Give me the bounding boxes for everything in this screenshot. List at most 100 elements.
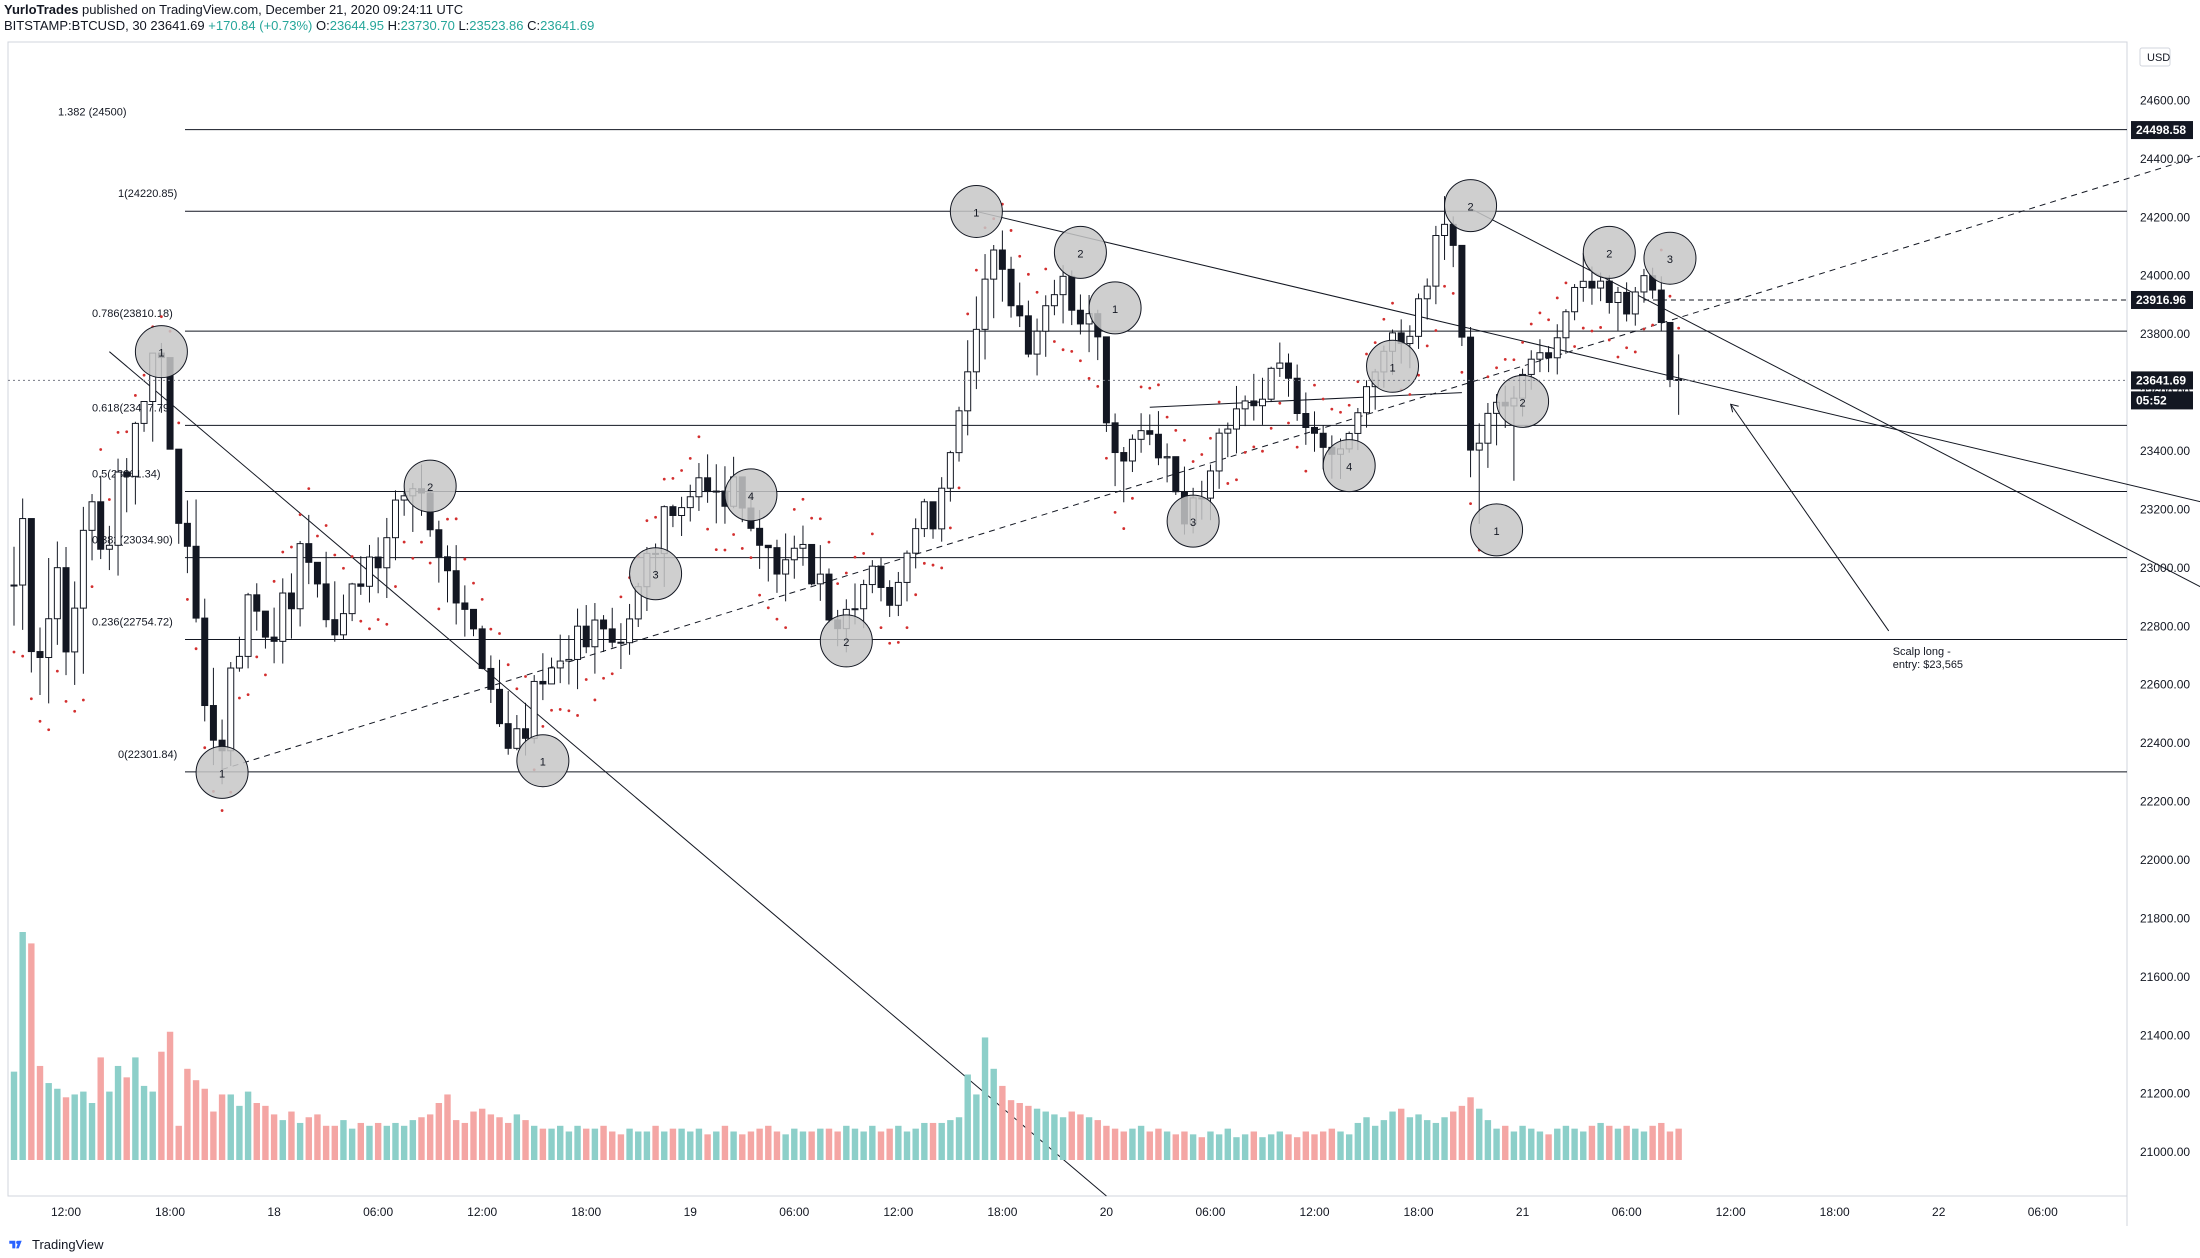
price-axis[interactable]: 21000.00 21200.00 21400.00 21600.00 21800.00… (2140, 93, 2190, 1159)
time-axis[interactable]: 12:00 18:00 18 06:00 12:00 18:00 19 06:00 12:00 1… (51, 1205, 2058, 1219)
psar-dot (966, 312, 970, 316)
volume-bar (678, 1128, 685, 1160)
psar-dot (1555, 296, 1559, 300)
tradingview-footer[interactable]: TradingView (8, 1237, 104, 1252)
volume-bar (1059, 1117, 1067, 1160)
volume-bar (1580, 1131, 1587, 1160)
volume-bar (756, 1128, 763, 1160)
volume-bar (548, 1128, 555, 1160)
candle (270, 607, 278, 664)
elliott-wave-markers[interactable]: 1 1 2 1 3 4 2 1 2 1 3 4 1 2 1 2 2 3 (134, 179, 1697, 799)
candle (339, 594, 347, 640)
candle (582, 605, 590, 654)
candle (894, 571, 902, 617)
volume-bar (62, 1097, 70, 1160)
candle (313, 561, 321, 598)
candle (912, 518, 920, 569)
psar-dot (480, 597, 484, 601)
wave-circle (1322, 439, 1376, 493)
price-tick-label: 22600.00 (2140, 678, 2190, 692)
psar-dot (1668, 294, 1672, 298)
scalp-annotation[interactable]: Scalp long -entry: $23,565 (1729, 403, 1963, 671)
psar-dot (1590, 329, 1594, 333)
psar-dot (1096, 384, 1100, 388)
psar-dot (758, 593, 762, 597)
psar-dot (1113, 511, 1117, 514)
wave-circle (1582, 225, 1636, 279)
candle (764, 544, 772, 582)
candle (1475, 423, 1483, 524)
currency-box[interactable] (2139, 47, 2171, 67)
candle (548, 657, 556, 685)
volume-bar (1007, 1100, 1015, 1160)
volume-bar (990, 1068, 997, 1160)
psar-dot (792, 507, 796, 511)
candle (1423, 278, 1431, 320)
psar-dot (1009, 229, 1013, 232)
wave-circle (516, 734, 570, 788)
volume-bar (877, 1131, 885, 1160)
psar-dot (342, 566, 345, 570)
candle (1128, 434, 1136, 473)
psar-dot (290, 545, 293, 549)
volume-bar (1588, 1125, 1596, 1160)
volume-bar (903, 1131, 911, 1160)
candle (1614, 286, 1622, 331)
fib-level-label: 0.236(22754.72) (92, 617, 173, 629)
volume-bars (10, 932, 1682, 1160)
psar-dot (1443, 284, 1446, 288)
volume-bar (1415, 1114, 1422, 1160)
volume-bar (374, 1122, 382, 1160)
psar-dot (1625, 346, 1629, 350)
volume-bar (912, 1128, 919, 1160)
psar-dot (1165, 415, 1169, 419)
price-tick-label: 22000.00 (2140, 853, 2190, 867)
candle (1605, 275, 1613, 314)
volume-bar (236, 1105, 243, 1160)
candle (877, 558, 885, 602)
psar-dot (671, 476, 675, 480)
price-axis-labels[interactable]: 24498.58 23916.96 23641.69 05:52 (2131, 121, 2193, 410)
psar-dot (940, 566, 944, 570)
volume-bar (1354, 1122, 1362, 1160)
psar-dot (376, 618, 380, 621)
psar-dot (879, 626, 883, 630)
volume-bar (1241, 1134, 1249, 1160)
psar-dot (264, 673, 267, 677)
volume-bar (357, 1122, 364, 1160)
volume-bar (97, 1057, 104, 1160)
psar-dot (324, 524, 328, 527)
published-text: published on TradingView.com, December 2… (82, 2, 464, 17)
volume-bar (1493, 1128, 1500, 1160)
candle (461, 585, 469, 637)
psar-dot (133, 394, 137, 397)
price-tick-label: 23200.00 (2140, 502, 2190, 516)
candle (539, 653, 547, 701)
volume-bar (626, 1128, 633, 1160)
psar-dot (1148, 386, 1152, 390)
volume-bar (1562, 1125, 1570, 1160)
fib-level-label: 0.382(23034.90) (92, 535, 173, 547)
volume-bar (444, 1094, 451, 1160)
candle (938, 477, 946, 542)
volume-bar (366, 1125, 373, 1160)
candle (357, 556, 365, 595)
author-name[interactable]: YurloTrades (4, 2, 79, 17)
volume-bar (392, 1122, 399, 1160)
candle (1675, 354, 1683, 415)
psar-dot (12, 650, 16, 654)
drawing-lines[interactable] (109, 27, 2200, 1197)
candle (1224, 422, 1232, 458)
volume-bar (851, 1128, 859, 1160)
open-label: O: (315, 18, 330, 33)
volume-bar (834, 1131, 841, 1160)
fib-retracement[interactable]: 1.382 (24500) 1(24220.85) 0.786(23810.18) 0… (58, 107, 2127, 773)
wave-label: 1 (1389, 362, 1395, 374)
psar-dot (368, 627, 371, 631)
candle (1250, 373, 1258, 421)
wave-circle (1088, 281, 1142, 335)
psar-dot (394, 585, 397, 588)
candle (1458, 244, 1466, 347)
candle (782, 533, 790, 602)
